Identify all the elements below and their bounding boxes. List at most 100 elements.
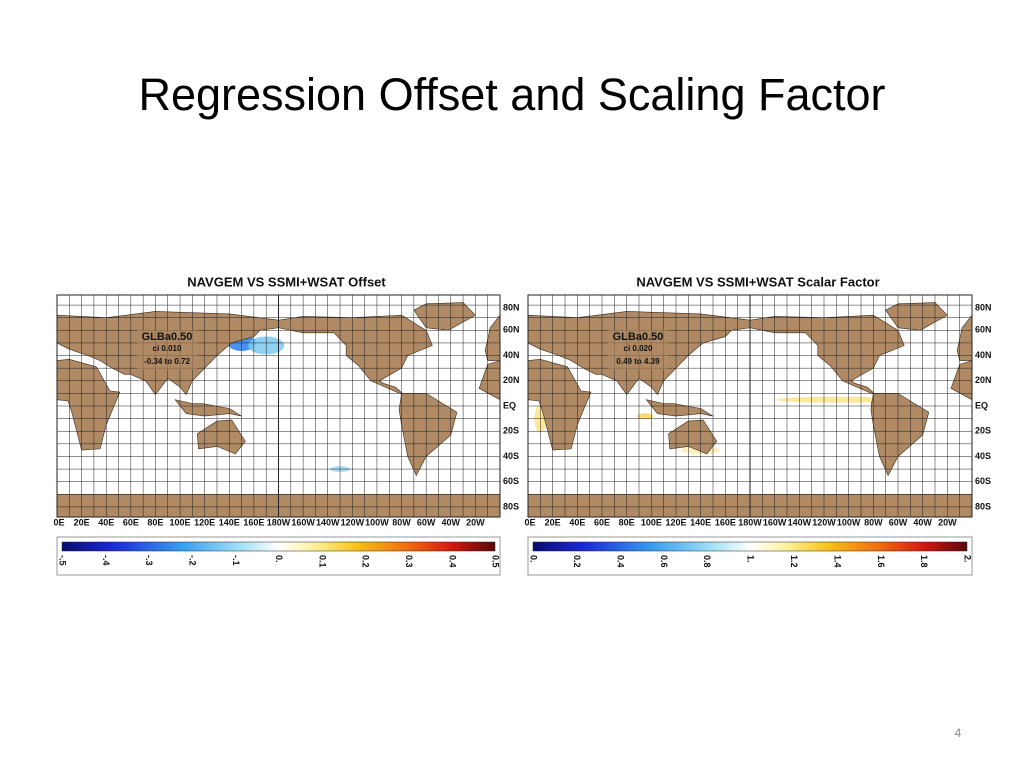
lat-label: EQ	[503, 400, 516, 410]
lon-label: 40W	[442, 517, 461, 527]
lat-label: 20S	[975, 426, 991, 436]
lat-label: 80N	[975, 302, 992, 312]
panel-title: NAVGEM VS SSMI+WSAT Scalar Factor	[636, 274, 879, 289]
lat-label: 20N	[975, 375, 992, 385]
lon-label: 100E	[170, 517, 191, 527]
land	[196, 419, 246, 455]
lat-label: 80S	[503, 501, 519, 511]
map-frame	[527, 294, 973, 518]
info-text: ci 0.020	[624, 344, 653, 353]
colorbar-label: 1.	[746, 555, 756, 563]
colorbar-label: -.1	[231, 555, 241, 566]
page-number: 4	[955, 726, 962, 740]
lat-label: 60S	[975, 476, 991, 486]
colorbar-label: -.5	[58, 555, 68, 566]
info-text: -0.34 to 0.72	[144, 357, 190, 366]
colorbar	[532, 541, 968, 552]
colorbar	[61, 541, 496, 552]
lon-label: 180W	[267, 517, 291, 527]
panel-title: NAVGEM VS SSMI+WSAT Offset	[187, 274, 386, 289]
lon-label: 80W	[864, 517, 883, 527]
colorbar-label: 0.2	[361, 555, 371, 568]
colorbar-label: 1.2	[789, 555, 799, 568]
lon-label: 0E	[524, 517, 535, 527]
info-box	[137, 330, 197, 370]
land	[527, 358, 592, 451]
lon-label: 160W	[763, 517, 787, 527]
colorbar-label: 0.	[529, 555, 539, 563]
lon-label: 180W	[738, 517, 762, 527]
lon-label: 40E	[569, 517, 585, 527]
colorbar-label: 0.	[274, 555, 284, 563]
lat-label: 20N	[503, 375, 520, 385]
colorbar-label: 0.1	[317, 555, 327, 568]
lon-label: 120W	[341, 517, 365, 527]
land	[484, 314, 501, 361]
lon-label: 140E	[219, 517, 240, 527]
lon-label: 100W	[365, 517, 389, 527]
colorbar-label: -.4	[101, 555, 111, 566]
lat-label: EQ	[975, 400, 988, 410]
lon-label: 120W	[812, 517, 836, 527]
colorbar-label: 1.8	[919, 555, 929, 568]
lat-label: 60N	[503, 325, 520, 335]
lat-label: 80S	[975, 501, 991, 511]
lon-label: 160E	[243, 517, 264, 527]
info-text: ci 0.010	[153, 344, 182, 353]
lon-label: 20E	[545, 517, 561, 527]
lon-label: 0E	[53, 517, 64, 527]
anomaly-patch	[637, 413, 654, 420]
lat-label: 40N	[503, 350, 520, 360]
lon-label: 80E	[147, 517, 163, 527]
lon-label: 60E	[594, 517, 610, 527]
info-box	[608, 330, 668, 370]
land	[870, 393, 930, 477]
info-text: 0.49 to 4.39	[616, 357, 660, 366]
colorbar-label: 0.4	[447, 555, 457, 568]
lon-label: 20W	[938, 517, 957, 527]
lon-label: 80W	[392, 517, 411, 527]
lon-label: 60W	[417, 517, 436, 527]
lat-label: 80N	[503, 302, 520, 312]
map-frame	[56, 294, 501, 518]
lon-label: 40W	[913, 517, 932, 527]
land	[668, 419, 718, 455]
lat-label: 40S	[503, 451, 519, 461]
land	[956, 314, 973, 361]
land	[398, 393, 458, 477]
info-text: GLBa0.50	[613, 331, 664, 343]
colorbar-label: -.3	[144, 555, 154, 566]
lon-label: 100E	[641, 517, 662, 527]
colorbar-label: 0.2	[572, 555, 582, 568]
lon-label: 20W	[466, 517, 485, 527]
colorbar-label: 0.5	[491, 555, 501, 568]
info-text: GLBa0.50	[142, 331, 193, 343]
lon-label: 100W	[837, 517, 861, 527]
lon-label: 80E	[619, 517, 635, 527]
colorbar-label: 1.6	[876, 555, 886, 568]
lon-label: 40E	[98, 517, 114, 527]
lat-label: 40S	[975, 451, 991, 461]
lon-label: 60W	[889, 517, 908, 527]
map-panel: NAVGEM VS SSMI+WSAT Scalar Factor GLBa0.5…	[524, 274, 992, 576]
lon-label: 60E	[123, 517, 139, 527]
lon-label: 140E	[690, 517, 711, 527]
lat-label: 60N	[975, 325, 992, 335]
colorbar-label: -.2	[188, 555, 198, 566]
lon-label: 20E	[74, 517, 90, 527]
lon-label: 160E	[715, 517, 736, 527]
lat-label: 40N	[975, 350, 992, 360]
lon-label: 140W	[316, 517, 340, 527]
lon-label: 120E	[665, 517, 686, 527]
lat-label: 20S	[503, 426, 519, 436]
lon-label: 120E	[194, 517, 215, 527]
slide-title: Regression Offset and Scaling Factor	[138, 69, 885, 120]
land	[56, 358, 121, 451]
colorbar-label: 0.8	[702, 555, 712, 568]
lon-label: 140W	[788, 517, 812, 527]
colorbar-label: 0.3	[404, 555, 414, 568]
colorbar-label: 2.	[963, 555, 973, 563]
